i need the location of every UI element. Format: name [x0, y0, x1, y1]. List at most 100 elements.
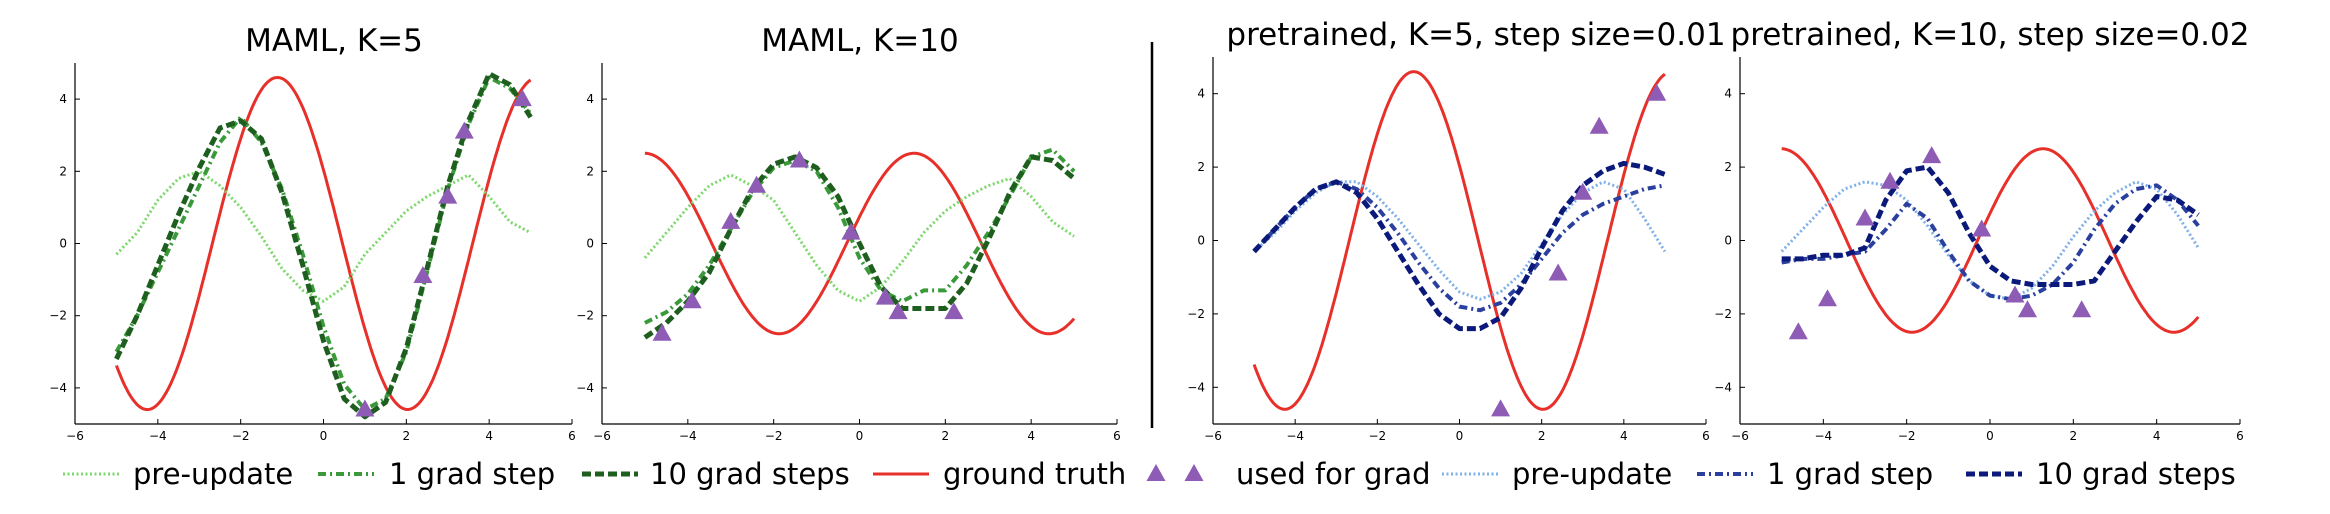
y-tick-label: 0	[586, 237, 594, 251]
x-tick-label: −2	[765, 429, 783, 443]
grad-point	[721, 211, 741, 229]
legend-label: 10 grad steps	[650, 457, 850, 491]
grad-point	[747, 175, 766, 193]
y-tick-label: 2	[586, 164, 594, 178]
x-tick-label: 6	[1113, 429, 1121, 443]
grad-point	[1855, 208, 1875, 226]
x-tick-label: 4	[485, 429, 493, 443]
grad-point	[1573, 182, 1593, 200]
grad-point	[413, 265, 433, 283]
legend: pre-update 1 grad step 10 grad steps ground…	[63, 457, 2236, 491]
y-tick-label: 0	[1197, 234, 1205, 248]
x-tick-label: 6	[568, 429, 576, 443]
series-line-one_b	[1781, 183, 2200, 302]
grad-point	[875, 287, 895, 305]
y-tick-label: 4	[1197, 87, 1205, 101]
x-tick-label: 2	[1538, 429, 1546, 443]
legend-label: pre-update	[1512, 457, 1672, 491]
panel-title: pretrained, K=10, step size=0.02	[1731, 17, 2250, 53]
grad-point	[1491, 399, 1511, 417]
x-tick-label: −6	[1731, 429, 1749, 443]
x-tick-label: −6	[66, 429, 84, 443]
grad-point	[1589, 116, 1609, 134]
grad-point	[1818, 289, 1837, 307]
grad-point	[789, 150, 809, 168]
legend-swatch-points	[1146, 464, 1166, 481]
x-tick-label: 4	[1620, 429, 1628, 443]
legend-swatch-points	[1184, 464, 1204, 481]
grad-point	[1880, 171, 1900, 189]
y-tick-label: −4	[49, 381, 67, 395]
legend-label: ground truth	[943, 457, 1126, 491]
x-tick-label: −2	[1898, 429, 1916, 443]
x-tick-label: 4	[1027, 429, 1035, 443]
series-line-ten_b	[1252, 160, 1666, 332]
x-tick-label: 2	[403, 429, 411, 443]
y-tick-label: −4	[1714, 380, 1732, 394]
ground-truth-line	[1252, 70, 1666, 411]
panel-pretrained-k10: pretrained, K=10, step size=0.02 −6 −4 −2 0 2…	[1714, 17, 2249, 443]
y-tick-label: 0	[59, 237, 67, 251]
y-tick-label: 2	[1197, 160, 1205, 174]
x-tick-label: 0	[856, 429, 864, 443]
panel-pretrained-k5: pretrained, K=5, step size=0.01 −6 −4 −2 0 2 4…	[1187, 17, 1725, 443]
grad-point	[944, 302, 964, 320]
grad-point	[2072, 300, 2092, 318]
y-tick-label: −2	[49, 309, 67, 323]
x-tick-label: −2	[1368, 429, 1386, 443]
y-tick-label: 0	[1724, 234, 1732, 248]
x-tick-label: −2	[232, 429, 250, 443]
x-tick-label: −4	[679, 429, 697, 443]
x-tick-label: 4	[2153, 429, 2161, 443]
series-line-one	[114, 75, 533, 412]
legend-label: pre-update	[133, 457, 293, 491]
x-tick-label: −4	[1814, 429, 1832, 443]
grad-point	[2018, 300, 2037, 318]
grad-point	[355, 399, 375, 417]
grad-point	[682, 291, 702, 309]
y-tick-label: 4	[586, 92, 594, 106]
grad-point	[1647, 83, 1667, 101]
grad-point	[2005, 285, 2025, 303]
x-tick-label: 6	[1702, 429, 1710, 443]
panel-title: MAML, K=5	[245, 23, 423, 59]
y-tick-label: 4	[59, 92, 67, 106]
x-tick-label: 0	[1456, 429, 1464, 443]
grad-point	[454, 121, 474, 139]
legend-label: 10 grad steps	[2036, 457, 2236, 491]
grad-point	[512, 89, 532, 107]
series-line-pre	[643, 173, 1075, 303]
y-tick-label: 4	[1724, 87, 1732, 101]
legend-label: 1 grad step	[389, 457, 555, 491]
x-tick-label: 6	[2236, 429, 2244, 443]
panel-title: MAML, K=10	[761, 23, 958, 59]
grad-point	[1922, 146, 1942, 164]
y-tick-label: −2	[1187, 307, 1205, 321]
x-tick-label: −6	[1204, 429, 1222, 443]
series-line-ten_b	[1781, 164, 2200, 287]
x-tick-label: 0	[320, 429, 328, 443]
grad-point	[841, 222, 861, 240]
y-tick-label: −2	[1714, 307, 1732, 321]
y-tick-label: −4	[1187, 380, 1205, 394]
ground-truth-line	[115, 75, 532, 412]
x-tick-label: 0	[1986, 429, 1994, 443]
legend-label: 1 grad step	[1767, 457, 1933, 491]
legend-label: used for grad	[1236, 457, 1431, 491]
y-tick-label: 2	[59, 164, 67, 178]
panel-maml-k10: MAML, K=10 −6 −4 −2 0 2 4 6 −4 −2 0 2 4	[576, 23, 1121, 443]
x-tick-label: 2	[942, 429, 950, 443]
series-line-pre_b	[1780, 180, 2200, 301]
grad-point	[1788, 322, 1808, 340]
y-tick-label: −4	[576, 381, 594, 395]
grad-point	[888, 302, 908, 320]
x-tick-label: 2	[2070, 429, 2078, 443]
grad-point	[438, 186, 458, 204]
series-line-pre	[115, 169, 532, 303]
y-tick-label: −2	[576, 309, 594, 323]
grad-point	[1548, 263, 1568, 281]
y-tick-label: 2	[1724, 160, 1732, 174]
grad-point	[1972, 219, 1992, 237]
grad-point	[652, 323, 672, 341]
